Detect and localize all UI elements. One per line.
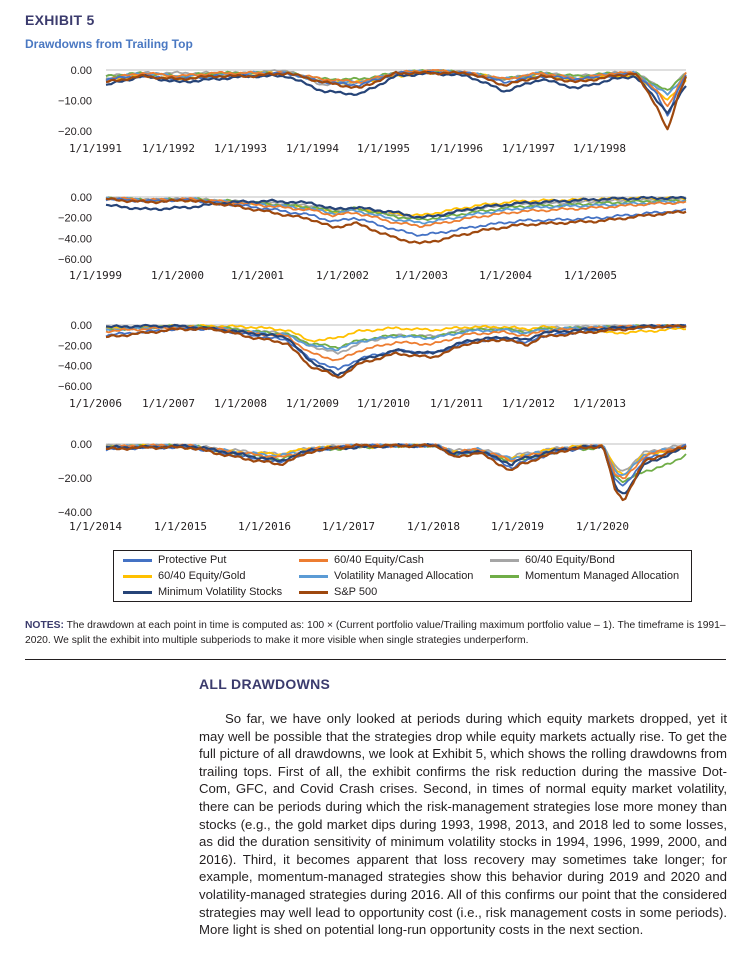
y-tick-label: −20.00 — [58, 473, 92, 485]
legend-label: Minimum Volatility Stocks — [158, 586, 283, 598]
legend-label: 60/40 Equity/Cash — [334, 554, 424, 566]
legend-item-equity-gold: 60/40 Equity/Gold — [123, 570, 245, 582]
x-tick-label: 1/1/2013 — [573, 397, 626, 410]
series-line-minimum-volatility-stocks — [105, 443, 687, 495]
legend-item-momentum-managed: Momentum Managed Allocation — [490, 570, 679, 582]
x-tick-label: 1/1/1996 — [430, 142, 483, 155]
chart-legend: Protective Put 60/40 Equity/Cash 60/40 E… — [113, 550, 692, 602]
notes-label: NOTES: — [25, 620, 64, 631]
x-tick-label: 1/1/1995 — [357, 142, 410, 155]
y-tick-label: −60.00 — [58, 381, 92, 393]
notes-text: The drawdown at each point in time is co… — [25, 620, 726, 646]
y-tick-label: −60.00 — [58, 254, 92, 266]
exhibit-subtitle: Drawdowns from Trailing Top — [25, 37, 193, 51]
legend-item-vol-managed: Volatility Managed Allocation — [299, 570, 473, 582]
series-line-s-p-500 — [105, 70, 688, 131]
x-tick-label: 1/1/2000 — [151, 269, 204, 282]
y-tick-label: −10.00 — [58, 96, 92, 108]
series-line-minimum-volatility-stocks — [105, 195, 687, 219]
legend-label: 60/40 Equity/Bond — [525, 554, 615, 566]
chart-panel-1991-1998: 0.00 −10.00 −20.00 1/1/1991 1/1/1992 1/1/1993… — [58, 65, 688, 155]
legend-item-equity-bond: 60/40 Equity/Bond — [490, 554, 615, 566]
x-tick-label: 1/1/2008 — [214, 397, 267, 410]
chart-notes: NOTES: The drawdown at each point in tim… — [25, 618, 730, 648]
x-tick-label: 1/1/2005 — [564, 269, 617, 282]
x-tick-label: 1/1/2014 — [69, 520, 122, 533]
x-tick-label: 1/1/1991 — [69, 142, 122, 155]
x-tick-label: 1/1/1994 — [286, 142, 339, 155]
x-tick-label: 1/1/2006 — [69, 397, 122, 410]
x-tick-label: 1/1/1993 — [214, 142, 267, 155]
x-tick-label: 1/1/2007 — [142, 397, 195, 410]
x-tick-label: 1/1/2019 — [491, 520, 544, 533]
x-tick-label: 1/1/1992 — [142, 142, 195, 155]
section-divider — [25, 659, 726, 660]
chart-panel-2014-2020: 0.00 −20.00 −40.001/1/2014 1/1/2015 1/1/2016… — [58, 439, 687, 533]
y-tick-label: 0.00 — [71, 320, 92, 332]
y-tick-label: −20.00 — [58, 213, 92, 225]
legend-item-sp500: S&P 500 — [299, 586, 377, 598]
chart-panel-2006-2013: 0.00 −20.00 −40.00 −60.00 1/1/2006 1/1/2007 1/… — [58, 320, 687, 410]
x-tick-label: 1/1/2018 — [407, 520, 460, 533]
legend-swatch — [123, 590, 152, 594]
x-tick-label: 1/1/2016 — [238, 520, 291, 533]
x-tick-label: 1/1/2011 — [430, 397, 483, 410]
legend-label: Protective Put — [158, 554, 227, 566]
x-tick-label: 1/1/2012 — [502, 397, 555, 410]
series-line-protective-put — [105, 443, 687, 487]
section-body: So far, we have only looked at periods d… — [199, 711, 727, 938]
legend-label: Volatility Managed Allocation — [334, 570, 474, 582]
y-tick-label: −20.00 — [58, 126, 92, 138]
x-tick-label: 1/1/2002 — [316, 269, 369, 282]
series-line-s-p-500 — [105, 197, 687, 245]
series-line-s-p-500 — [105, 324, 687, 379]
legend-item-min-vol: Minimum Volatility Stocks — [123, 586, 282, 598]
chart-panel-1999-2005: 0.00 −20.00 −40.00 −60.00 1/1/1999 1/1/2000 1/… — [58, 192, 687, 282]
y-tick-label: −40.00 — [58, 233, 92, 245]
series-line-s-p-500 — [106, 443, 687, 502]
x-tick-label: 1/1/2017 — [322, 520, 375, 533]
x-tick-label: 1/1/1999 — [69, 269, 122, 282]
legend-label: 60/40 Equity/Gold — [158, 570, 246, 582]
legend-item-protective-put: Protective Put — [123, 554, 226, 566]
legend-swatch — [299, 558, 328, 562]
legend-swatch — [490, 574, 519, 578]
legend-swatch — [123, 558, 152, 562]
y-tick-label: −20.00 — [58, 340, 92, 352]
x-tick-label: 1/1/2001 — [231, 269, 284, 282]
legend-item-equity-cash: 60/40 Equity/Cash — [299, 554, 424, 566]
legend-label: Momentum Managed Allocation — [525, 570, 680, 582]
series-line-protective-put — [105, 197, 687, 237]
legend-label: S&P 500 — [334, 586, 378, 598]
x-tick-label: 1/1/2009 — [286, 397, 339, 410]
legend-swatch — [299, 574, 328, 578]
y-tick-label: 0.00 — [71, 192, 92, 204]
y-tick-label: 0.00 — [71, 439, 92, 451]
legend-swatch — [299, 590, 328, 594]
x-tick-label: 1/1/2020 — [576, 520, 629, 533]
y-tick-label: 0.00 — [71, 65, 92, 77]
y-tick-label: −40.00 — [58, 361, 92, 373]
legend-swatch — [490, 558, 519, 562]
exhibit-title: EXHIBIT 5 — [25, 12, 95, 28]
y-tick-label: −40.00 — [58, 507, 92, 519]
x-tick-label: 1/1/2010 — [357, 397, 410, 410]
x-tick-label: 1/1/2004 — [479, 269, 532, 282]
section-title: ALL DRAWDOWNS — [199, 676, 331, 692]
legend-swatch — [123, 574, 152, 578]
x-tick-label: 1/1/1998 — [573, 142, 626, 155]
x-tick-label: 1/1/2003 — [395, 269, 448, 282]
x-tick-label: 1/1/2015 — [154, 520, 207, 533]
series-line-minimum-volatility-stocks — [105, 70, 687, 115]
x-tick-label: 1/1/1997 — [502, 142, 555, 155]
